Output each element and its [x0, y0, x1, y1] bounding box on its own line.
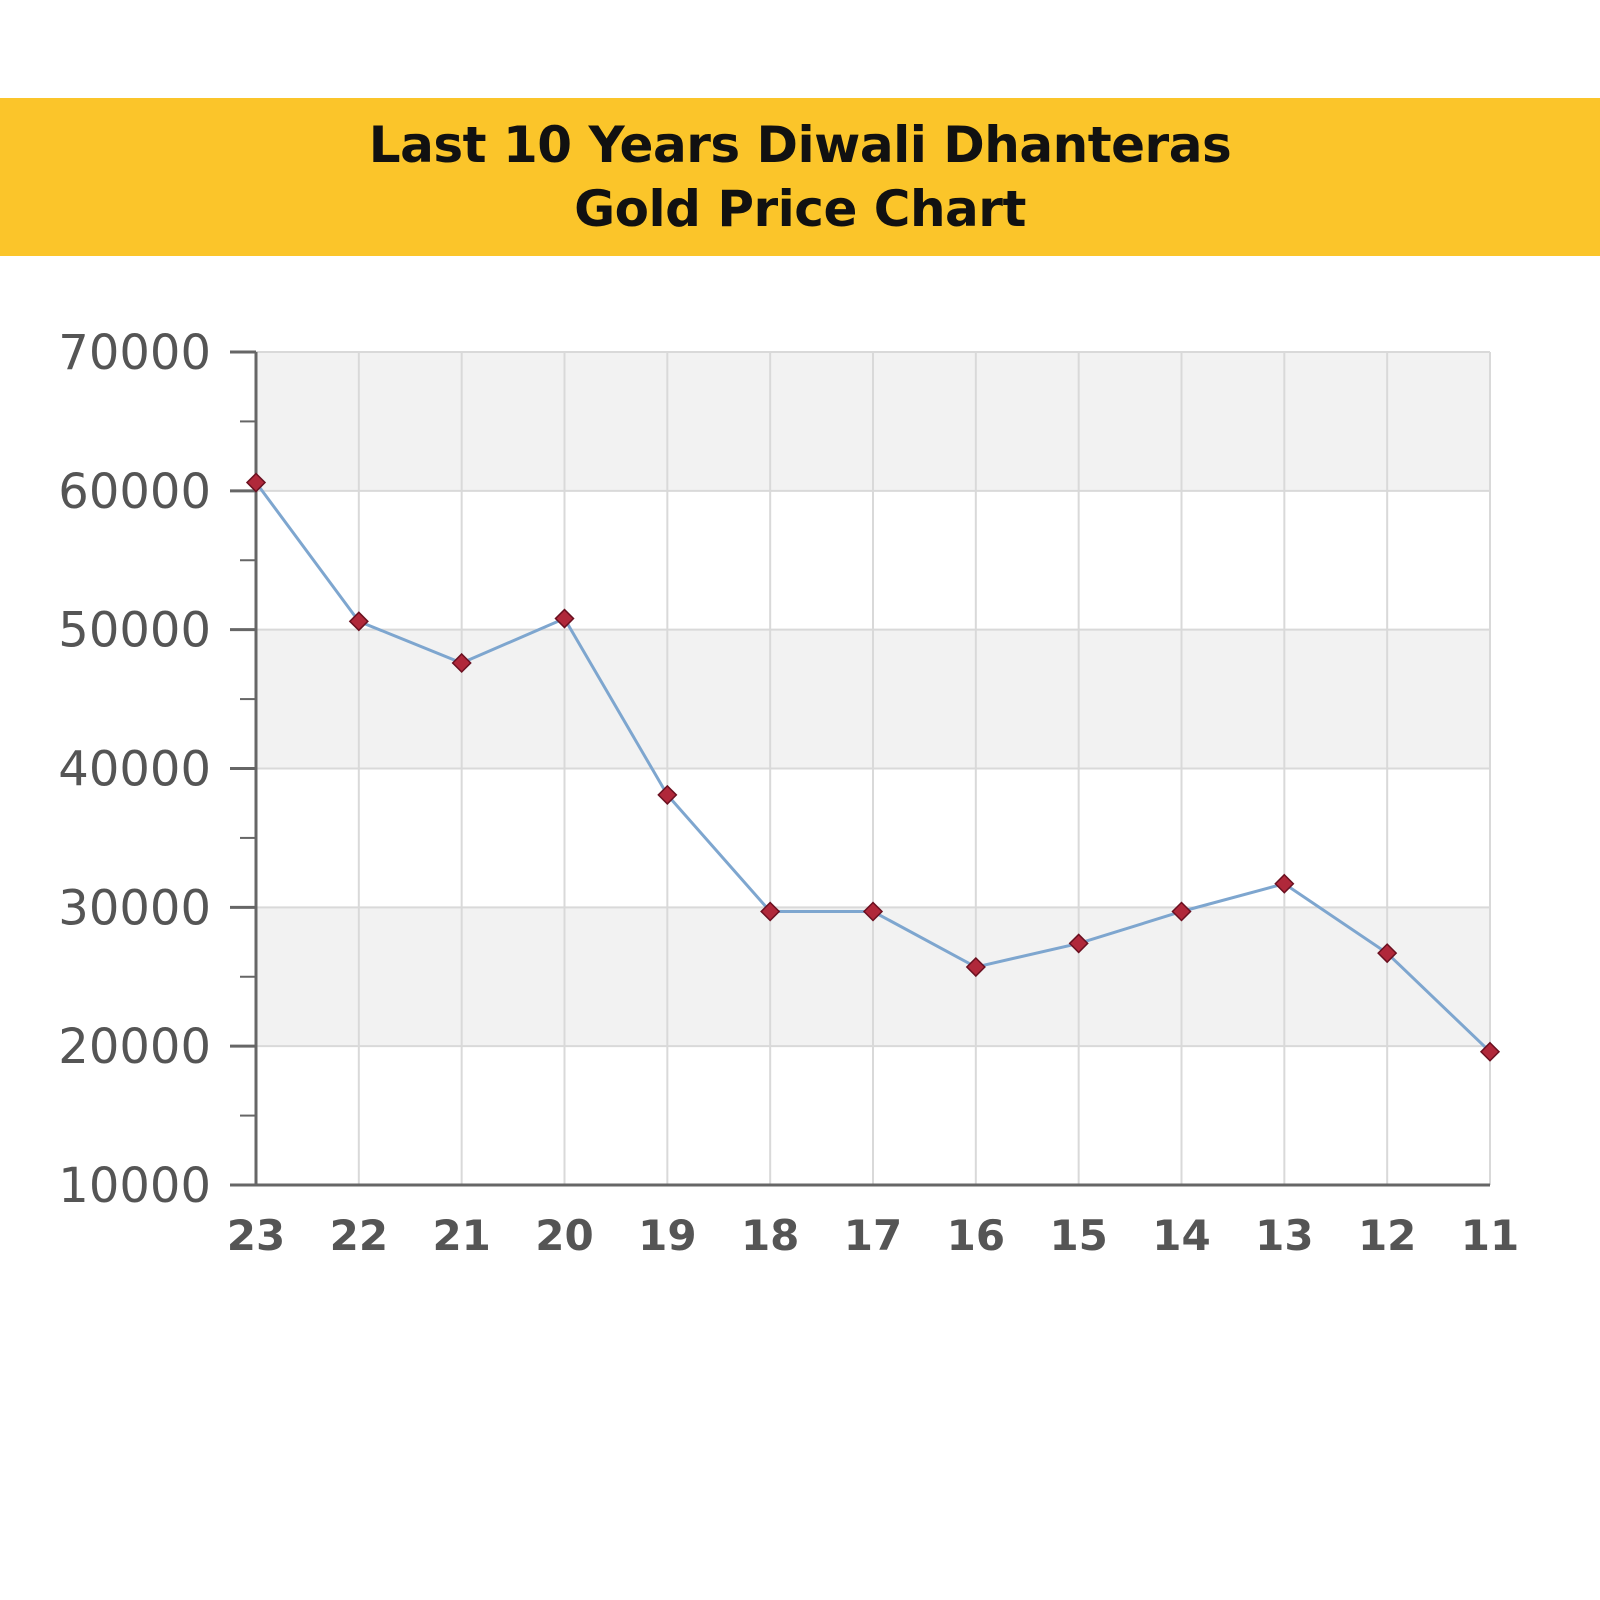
data-point: [657, 784, 678, 805]
x-tick-label: 20: [535, 1211, 593, 1260]
x-axis-ticks: 23 22 21 20 19 18 17 16 15 14 13 12 11: [227, 1211, 1519, 1260]
y-tick-label: 40000: [58, 742, 211, 798]
x-tick-label: 22: [330, 1211, 388, 1260]
chart-title-line-1: Last 10 Years Diwali Dhanteras: [368, 116, 1232, 174]
y-axis-ticks: 10000 20000 30000 40000 50000 60000 70000: [58, 325, 256, 1214]
x-tick-label: 16: [947, 1211, 1005, 1260]
y-tick-label: 70000: [58, 325, 211, 381]
data-point: [554, 608, 575, 629]
x-tick-label: 21: [432, 1211, 490, 1260]
x-tick-label: 14: [1152, 1211, 1210, 1260]
data-point: [1171, 901, 1192, 922]
x-tick-label: 11: [1461, 1211, 1519, 1260]
x-tick-label: 19: [638, 1211, 696, 1260]
x-tick-label: 15: [1049, 1211, 1107, 1260]
x-tick-label: 23: [227, 1211, 285, 1260]
data-point: [348, 611, 369, 632]
data-point: [1377, 943, 1398, 964]
data-point: [1274, 873, 1295, 894]
data-point: [1068, 933, 1089, 954]
x-tick-label: 17: [844, 1211, 902, 1260]
y-tick-label: 10000: [58, 1158, 211, 1214]
y-tick-label: 20000: [58, 1019, 211, 1075]
data-point: [245, 472, 267, 493]
y-tick-label: 30000: [58, 880, 211, 936]
data-point: [862, 901, 884, 922]
y-tick-label: 60000: [58, 464, 211, 520]
x-tick-label: 18: [741, 1211, 799, 1260]
chart-title-line-2: Gold Price Chart: [574, 180, 1026, 238]
data-point: [451, 652, 472, 674]
title-banner: Last 10 Years Diwali Dhanteras Gold Pric…: [0, 98, 1600, 256]
x-tick-label: 13: [1255, 1211, 1313, 1260]
series-layer: [245, 472, 1501, 1062]
data-point: [965, 956, 986, 978]
data-point: [760, 901, 781, 922]
x-tick-label: 12: [1358, 1211, 1416, 1260]
data-point: [1479, 1041, 1501, 1062]
y-tick-label: 50000: [58, 603, 211, 659]
